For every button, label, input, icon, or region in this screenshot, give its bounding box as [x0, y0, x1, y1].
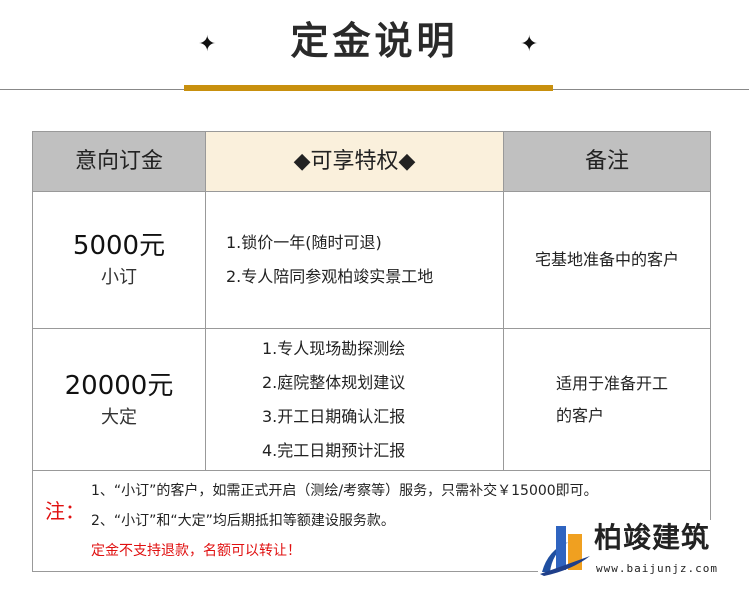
note-cell: 适用于准备开工 的客户	[503, 328, 711, 471]
privileges-cell: 1.专人现场勘探测绘 2.庭院整体规划建议 3.开工日期确认汇报 4.完工日期预…	[205, 328, 504, 471]
logo-name: 柏竣建筑	[594, 521, 711, 554]
note-line: 2、“小订”和“大定”均后期抵扣等额建设服务款。	[91, 513, 395, 529]
deposit-type: 大定	[101, 406, 137, 428]
notes-label: 注：	[45, 499, 85, 523]
amount: 5000元	[72, 231, 166, 261]
note-line: 适用于准备开工	[556, 373, 669, 393]
header-privileges: ◆可享特权◆	[205, 131, 504, 192]
title-underline	[184, 85, 553, 91]
page-title: 定金说明	[290, 19, 459, 63]
header-notes: 备注	[503, 131, 711, 192]
deposit-type: 小订	[101, 267, 137, 288]
table-row-amount: 20000元 大定	[32, 328, 206, 471]
notes-box: 注： 1、“小订”的客户，如需正式开启（测绘/考察等）服务，只需补交￥15000…	[32, 470, 711, 572]
amount: 20000元	[64, 370, 174, 401]
privilege-item: 1.锁价一年(随时可退)	[226, 233, 382, 252]
refund-warning: 定金不支持退款，名额可以转让！	[91, 543, 301, 559]
note-line: 宅基地准备中的客户	[534, 250, 679, 269]
privilege-item: 2.庭院整体规划建议	[262, 372, 406, 392]
logo-url: www.baijunjz.com	[596, 562, 718, 575]
ornament-icon: ✦	[520, 32, 539, 57]
privilege-item: 2.专人陪同参观柏竣实景工地	[226, 267, 434, 286]
note-line: 1、“小订”的客户，如需正式开启（测绘/考察等）服务，只需补交￥15000即可。	[91, 483, 598, 499]
privileges-cell: 1.锁价一年(随时可退) 2.专人陪同参观柏竣实景工地	[205, 191, 504, 329]
note-line: 的客户	[556, 405, 605, 425]
header-deposit: 意向订金	[32, 131, 206, 192]
privilege-item: 3.开工日期确认汇报	[262, 406, 406, 426]
privilege-item: 1.专人现场勘探测绘	[262, 338, 406, 358]
brand-logo: 柏竣建筑 www.baijunjz.com	[538, 520, 738, 580]
building-logo-icon	[540, 526, 590, 576]
note-cell: 宅基地准备中的客户	[503, 191, 711, 329]
privilege-item: 4.完工日期预计汇报	[262, 440, 406, 460]
ornament-icon: ✦	[198, 32, 217, 57]
table-row-amount: 5000元 小订	[32, 191, 206, 329]
